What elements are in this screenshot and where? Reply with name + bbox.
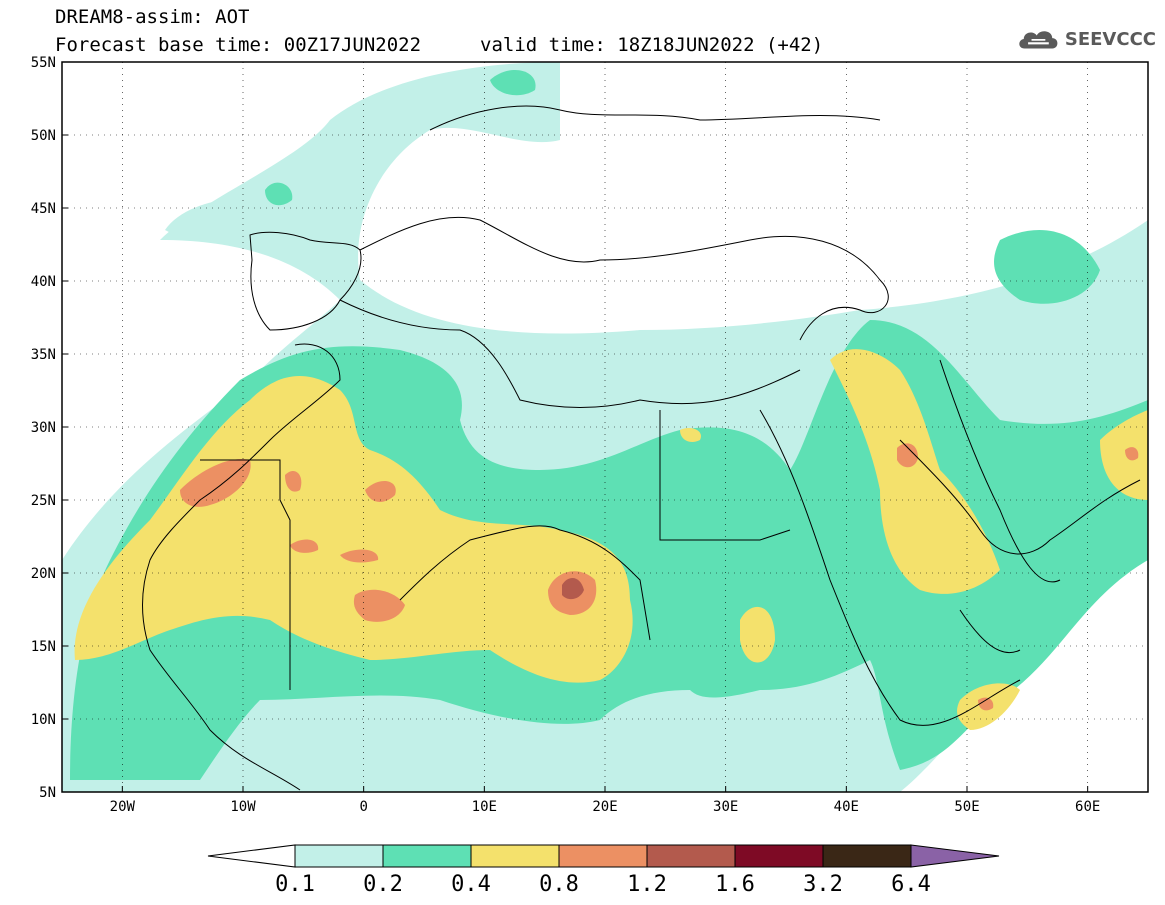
lon-tick-label: 20W (110, 799, 136, 815)
aot-level-0.4 (74, 349, 1148, 730)
colorbar-label: 3.2 (803, 872, 843, 897)
colorbar-swatch (646, 844, 736, 868)
lat-tick-label: 50N (31, 128, 56, 144)
lon-tick-label: 10E (472, 799, 497, 815)
aot-level-0.8 (180, 443, 1139, 711)
cloud-icon (1019, 31, 1058, 49)
colorbar-swatch (822, 844, 912, 868)
colorbar-swatch (470, 844, 560, 868)
lat-tick-label: 10N (31, 712, 56, 728)
colorbar-label: 0.4 (451, 872, 491, 897)
colorbar-over-triangle (910, 844, 1000, 868)
aot-field (62, 62, 1148, 792)
lon-tick-label: 0 (359, 799, 367, 815)
colorbar-swatch (382, 844, 472, 868)
aot-level-1.2 (562, 578, 584, 600)
axis-labels: 55N 50N 45N 40N 35N 30N 25N 20N 15N 10N 5N 20W 10W 0 1… (31, 55, 1101, 815)
colorbar-label: 1.2 (627, 872, 667, 897)
lat-tick-label: 15N (31, 639, 56, 655)
lat-tick-label: 45N (31, 201, 56, 217)
colorbar-swatch (294, 844, 384, 868)
colorbar-label: 6.4 (891, 872, 931, 897)
logo-text: SEEVCCC (1064, 28, 1156, 50)
lat-tick-label: 55N (31, 55, 56, 71)
lon-tick-label: 10W (230, 799, 256, 815)
colorbar-label: 1.6 (715, 872, 755, 897)
colorbar-label: 0.8 (539, 872, 579, 897)
colorbar-swatch (734, 844, 824, 868)
colorbar: 0.1 0.2 0.4 0.8 1.2 1.6 3.2 6.4 (207, 844, 1000, 897)
colorbar-label: 0.1 (275, 872, 315, 897)
lat-tick-label: 5N (39, 785, 56, 801)
colorbar-under-triangle (207, 844, 296, 868)
lon-tick-label: 40E (834, 799, 859, 815)
colorbar-swatch (558, 844, 648, 868)
lon-tick-label: 30E (713, 799, 738, 815)
coastlines (142, 105, 1141, 791)
lat-tick-label: 25N (31, 493, 56, 509)
lon-tick-label: 50E (954, 799, 979, 815)
lon-tick-label: 60E (1075, 799, 1100, 815)
lat-tick-label: 30N (31, 420, 56, 436)
lat-tick-label: 40N (31, 274, 56, 290)
lat-tick-label: 35N (31, 347, 56, 363)
map-title: DREAM8-assim: AOT (55, 6, 250, 28)
lat-tick-label: 20N (31, 566, 56, 582)
forecast-base-time: Forecast base time: 00Z17JUN2022 (55, 34, 422, 56)
gridlines (62, 62, 1148, 792)
lon-tick-label: 20E (592, 799, 617, 815)
seevccc-logo: SEEVCCC (1016, 22, 1156, 56)
colorbar-label: 0.2 (363, 872, 403, 897)
valid-time: valid time: 18Z18JUN2022 (+42) (480, 34, 824, 56)
